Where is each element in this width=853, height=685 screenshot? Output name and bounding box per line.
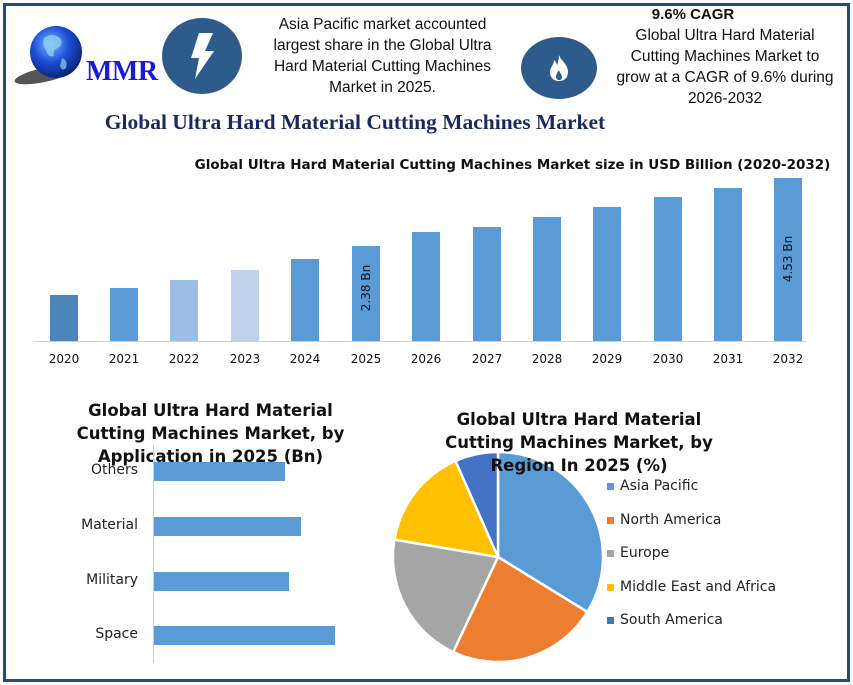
flame-icon [521, 37, 597, 99]
bar-2025 [352, 246, 380, 341]
hbar-space [154, 626, 335, 645]
hbar-others [154, 462, 285, 481]
x-tick: 2021 [108, 352, 140, 366]
legend-item-europe: Europe [607, 545, 669, 561]
bar-2020 [50, 295, 78, 341]
legend-label: South America [620, 612, 723, 628]
legend-label: North America [620, 512, 722, 528]
legend-item-north-america: North America [607, 512, 721, 528]
legend-swatch [607, 616, 614, 624]
logo-text: MMR [86, 56, 158, 87]
bar-2032 [774, 178, 802, 341]
cagr-title: 9.6% CAGR [651, 6, 735, 23]
bar-2027 [473, 227, 501, 341]
info-asia-pacific: Asia Pacific market accounted largest sh… [250, 14, 515, 98]
hbar-material [154, 517, 301, 536]
x-tick: 2029 [591, 352, 623, 366]
region-chart-title: Global Ultra Hard Material Cutting Machi… [445, 410, 713, 475]
info-line: Asia Pacific market accounted [278, 16, 487, 33]
category-label: Space [95, 626, 138, 642]
bar-2026 [412, 232, 440, 341]
bar-2031 [714, 188, 742, 341]
x-tick: 2025 [350, 352, 382, 366]
bar-2030 [654, 197, 682, 341]
y-axis-line [153, 445, 154, 663]
legend-swatch [607, 516, 614, 524]
x-tick: 2030 [652, 352, 684, 366]
legend-item-south-america: South America [607, 612, 723, 628]
x-tick: 2023 [229, 352, 261, 366]
bar-chart: 2.38 Bn 4.53 Bn 2020 2021 2022 2023 2024… [34, 178, 806, 366]
x-tick: 2022 [168, 352, 200, 366]
pie-slice-europe [391, 538, 500, 654]
bar-2024 [291, 259, 319, 341]
legend-item-middle-east-africa: Middle East and Africa [607, 579, 776, 595]
category-label: Material [81, 517, 138, 533]
x-tick: 2027 [471, 352, 503, 366]
x-tick: 2024 [289, 352, 321, 366]
category-label: Others [90, 462, 138, 478]
main-title: Global Ultra Hard Material Cutting Machi… [104, 110, 606, 134]
x-tick: 2026 [410, 352, 442, 366]
pie-slice-south-america [454, 450, 500, 559]
bar-chart-title: Global Ultra Hard Material Cutting Machi… [194, 157, 831, 173]
x-tick: 2032 [772, 352, 804, 366]
info-line: grow at a CAGR of 9.6% during [616, 69, 834, 86]
legend-label: Middle East and Africa [620, 579, 777, 595]
legend-label: Europe [620, 545, 670, 561]
legend-label: Asia Pacific [620, 478, 699, 494]
legend-item-asia-pacific: Asia Pacific [607, 478, 698, 494]
info-line: Hard Material Cutting Machines [273, 58, 492, 75]
bar-2029 [593, 207, 621, 341]
globe-icon [14, 26, 82, 85]
bar-2023 [231, 270, 259, 341]
application-chart-title: Global Ultra Hard Material Cutting Machi… [76, 401, 345, 466]
bar-2022 [170, 280, 198, 341]
info-cagr: 9.6% CAGR Global Ultra Hard Material Cut… [605, 4, 845, 109]
lightning-icon [162, 18, 242, 94]
x-axis-line [34, 341, 806, 342]
x-tick: 2020 [48, 352, 80, 366]
region-pie-chart [391, 450, 605, 664]
hbar-military [154, 572, 289, 591]
mmr-logo: MMR [14, 20, 159, 90]
category-label: Military [86, 572, 138, 588]
data-label-2032: 4.53 Bn [781, 235, 795, 283]
legend-swatch [607, 482, 614, 490]
data-label-2025: 2.38 Bn [359, 264, 373, 312]
bar-2028 [533, 217, 561, 341]
info-line: largest share in the Global Ultra [273, 37, 492, 54]
legend-swatch [607, 549, 614, 557]
x-tick: 2028 [531, 352, 563, 366]
bar-2021 [110, 288, 138, 341]
info-line: Market in 2025. [329, 79, 436, 96]
pie-slice-middle-east-africa [393, 459, 500, 559]
info-line: Global Ultra Hard Material [635, 27, 815, 44]
legend-swatch [607, 583, 614, 591]
x-tick: 2031 [712, 352, 744, 366]
info-line: 2026-2032 [687, 90, 763, 107]
info-line: Cutting Machines Market to [630, 48, 820, 65]
